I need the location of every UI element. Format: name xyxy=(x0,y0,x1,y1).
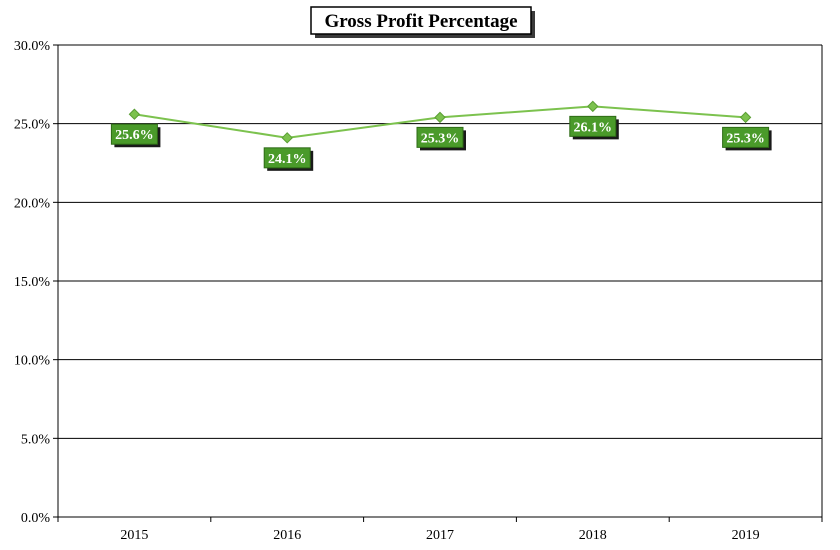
y-tick-label: 15.0% xyxy=(14,275,51,290)
data-point-marker xyxy=(587,100,599,113)
data-label: 25.3% xyxy=(726,131,765,146)
data-point-marker xyxy=(128,108,141,120)
x-tick-labels: 2015 2016 2017 2018 2019 xyxy=(120,528,759,543)
axes xyxy=(53,44,823,522)
chart-title-box: Gross Profit Percentage xyxy=(310,6,535,38)
chart-title: Gross Profit Percentage xyxy=(324,11,517,32)
data-labels: 25.6% 24.1% 25.3% 26.1% 25.3% xyxy=(110,115,772,171)
data-label: 24.1% xyxy=(268,152,307,167)
x-tick-label: 2015 xyxy=(120,528,148,543)
data-label: 25.6% xyxy=(115,128,154,143)
data-point-marker xyxy=(434,111,446,124)
y-tick-label: 5.0% xyxy=(21,432,51,447)
chart-title-frame xyxy=(310,6,532,35)
x-tick-label: 2016 xyxy=(273,528,301,543)
data-label-box xyxy=(263,147,311,169)
gridlines xyxy=(58,44,822,518)
y-tick-label: 30.0% xyxy=(14,39,51,54)
data-label-box xyxy=(110,123,158,145)
data-label-box xyxy=(722,126,770,148)
y-tick-label: 0.0% xyxy=(21,511,51,526)
x-tick-label: 2019 xyxy=(732,528,760,543)
x-tick-label: 2018 xyxy=(579,528,607,543)
data-point-marker xyxy=(739,111,752,124)
y-tick-label: 25.0% xyxy=(14,118,51,133)
y-tick-labels: 0.0% 5.0% 10.0% 15.0% 20.0% 25.0% 30.0% xyxy=(14,39,51,526)
data-point-marker xyxy=(281,132,293,144)
data-label-box xyxy=(416,126,464,148)
y-tick-label: 10.0% xyxy=(14,354,51,369)
series-gross-profit xyxy=(128,100,752,144)
data-label: 26.1% xyxy=(574,120,613,135)
x-tick-label: 2017 xyxy=(426,528,454,543)
data-label: 25.3% xyxy=(421,131,460,146)
y-tick-label: 20.0% xyxy=(14,196,51,211)
data-label-box xyxy=(569,115,617,137)
